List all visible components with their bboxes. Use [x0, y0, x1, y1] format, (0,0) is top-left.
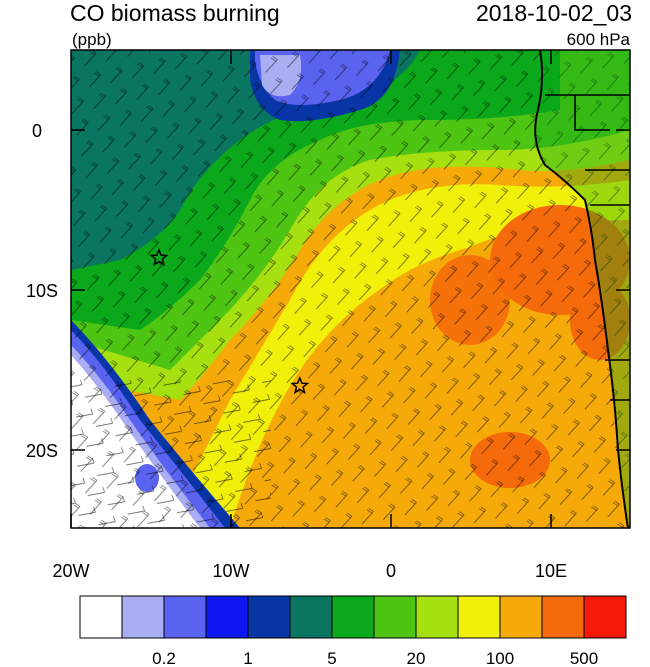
colorbar [79, 595, 627, 639]
colorbar-swatch [205, 595, 249, 639]
units-label: (ppb) [72, 30, 112, 49]
colorbar-swatch [289, 595, 333, 639]
colorbar-label: 500 [570, 649, 598, 667]
colorbar-swatch [79, 595, 123, 639]
map-title: CO biomass burning [70, 0, 280, 26]
colorbar-swatch [373, 595, 417, 639]
colorbar-label: 5 [327, 649, 336, 667]
colorbar-swatch [541, 595, 585, 639]
lat-label-0: 0 [32, 121, 42, 141]
colorbar-swatch [499, 595, 543, 639]
colorbar-swatch [331, 595, 375, 639]
station-markers [149, 247, 310, 395]
colorbar-label: 100 [486, 649, 514, 667]
lon-label-20w: 20W [52, 561, 89, 581]
colorbar-swatch [457, 595, 501, 639]
lat-label-20s: 20S [26, 441, 58, 461]
pressure-level-label: 600 hPa [566, 30, 630, 49]
station-star-1 [149, 247, 169, 267]
colorbar-label: 0.2 [152, 649, 176, 667]
colorbar-swatch [415, 595, 459, 639]
concentration-field [71, 50, 630, 528]
lat-label-10s: 10S [26, 281, 58, 301]
colorbar-label: 1 [243, 649, 252, 667]
tick-marks [70, 50, 630, 528]
station-star-2 [290, 375, 310, 395]
plot-frame [70, 49, 631, 529]
colorbar-labels: 0.2 1 5 20 100 500 [152, 649, 598, 667]
lon-label-10e: 10E [535, 561, 567, 581]
colorbar-swatch [163, 595, 207, 639]
colorbar-label: 20 [407, 649, 426, 667]
lon-label-10w: 10W [212, 561, 249, 581]
datetime-label: 2018-10-02_03 [475, 0, 632, 26]
colorbar-swatch [247, 595, 291, 639]
lon-label-0: 0 [386, 561, 396, 581]
colorbar-swatch [121, 595, 165, 639]
colorbar-swatch [583, 595, 627, 639]
